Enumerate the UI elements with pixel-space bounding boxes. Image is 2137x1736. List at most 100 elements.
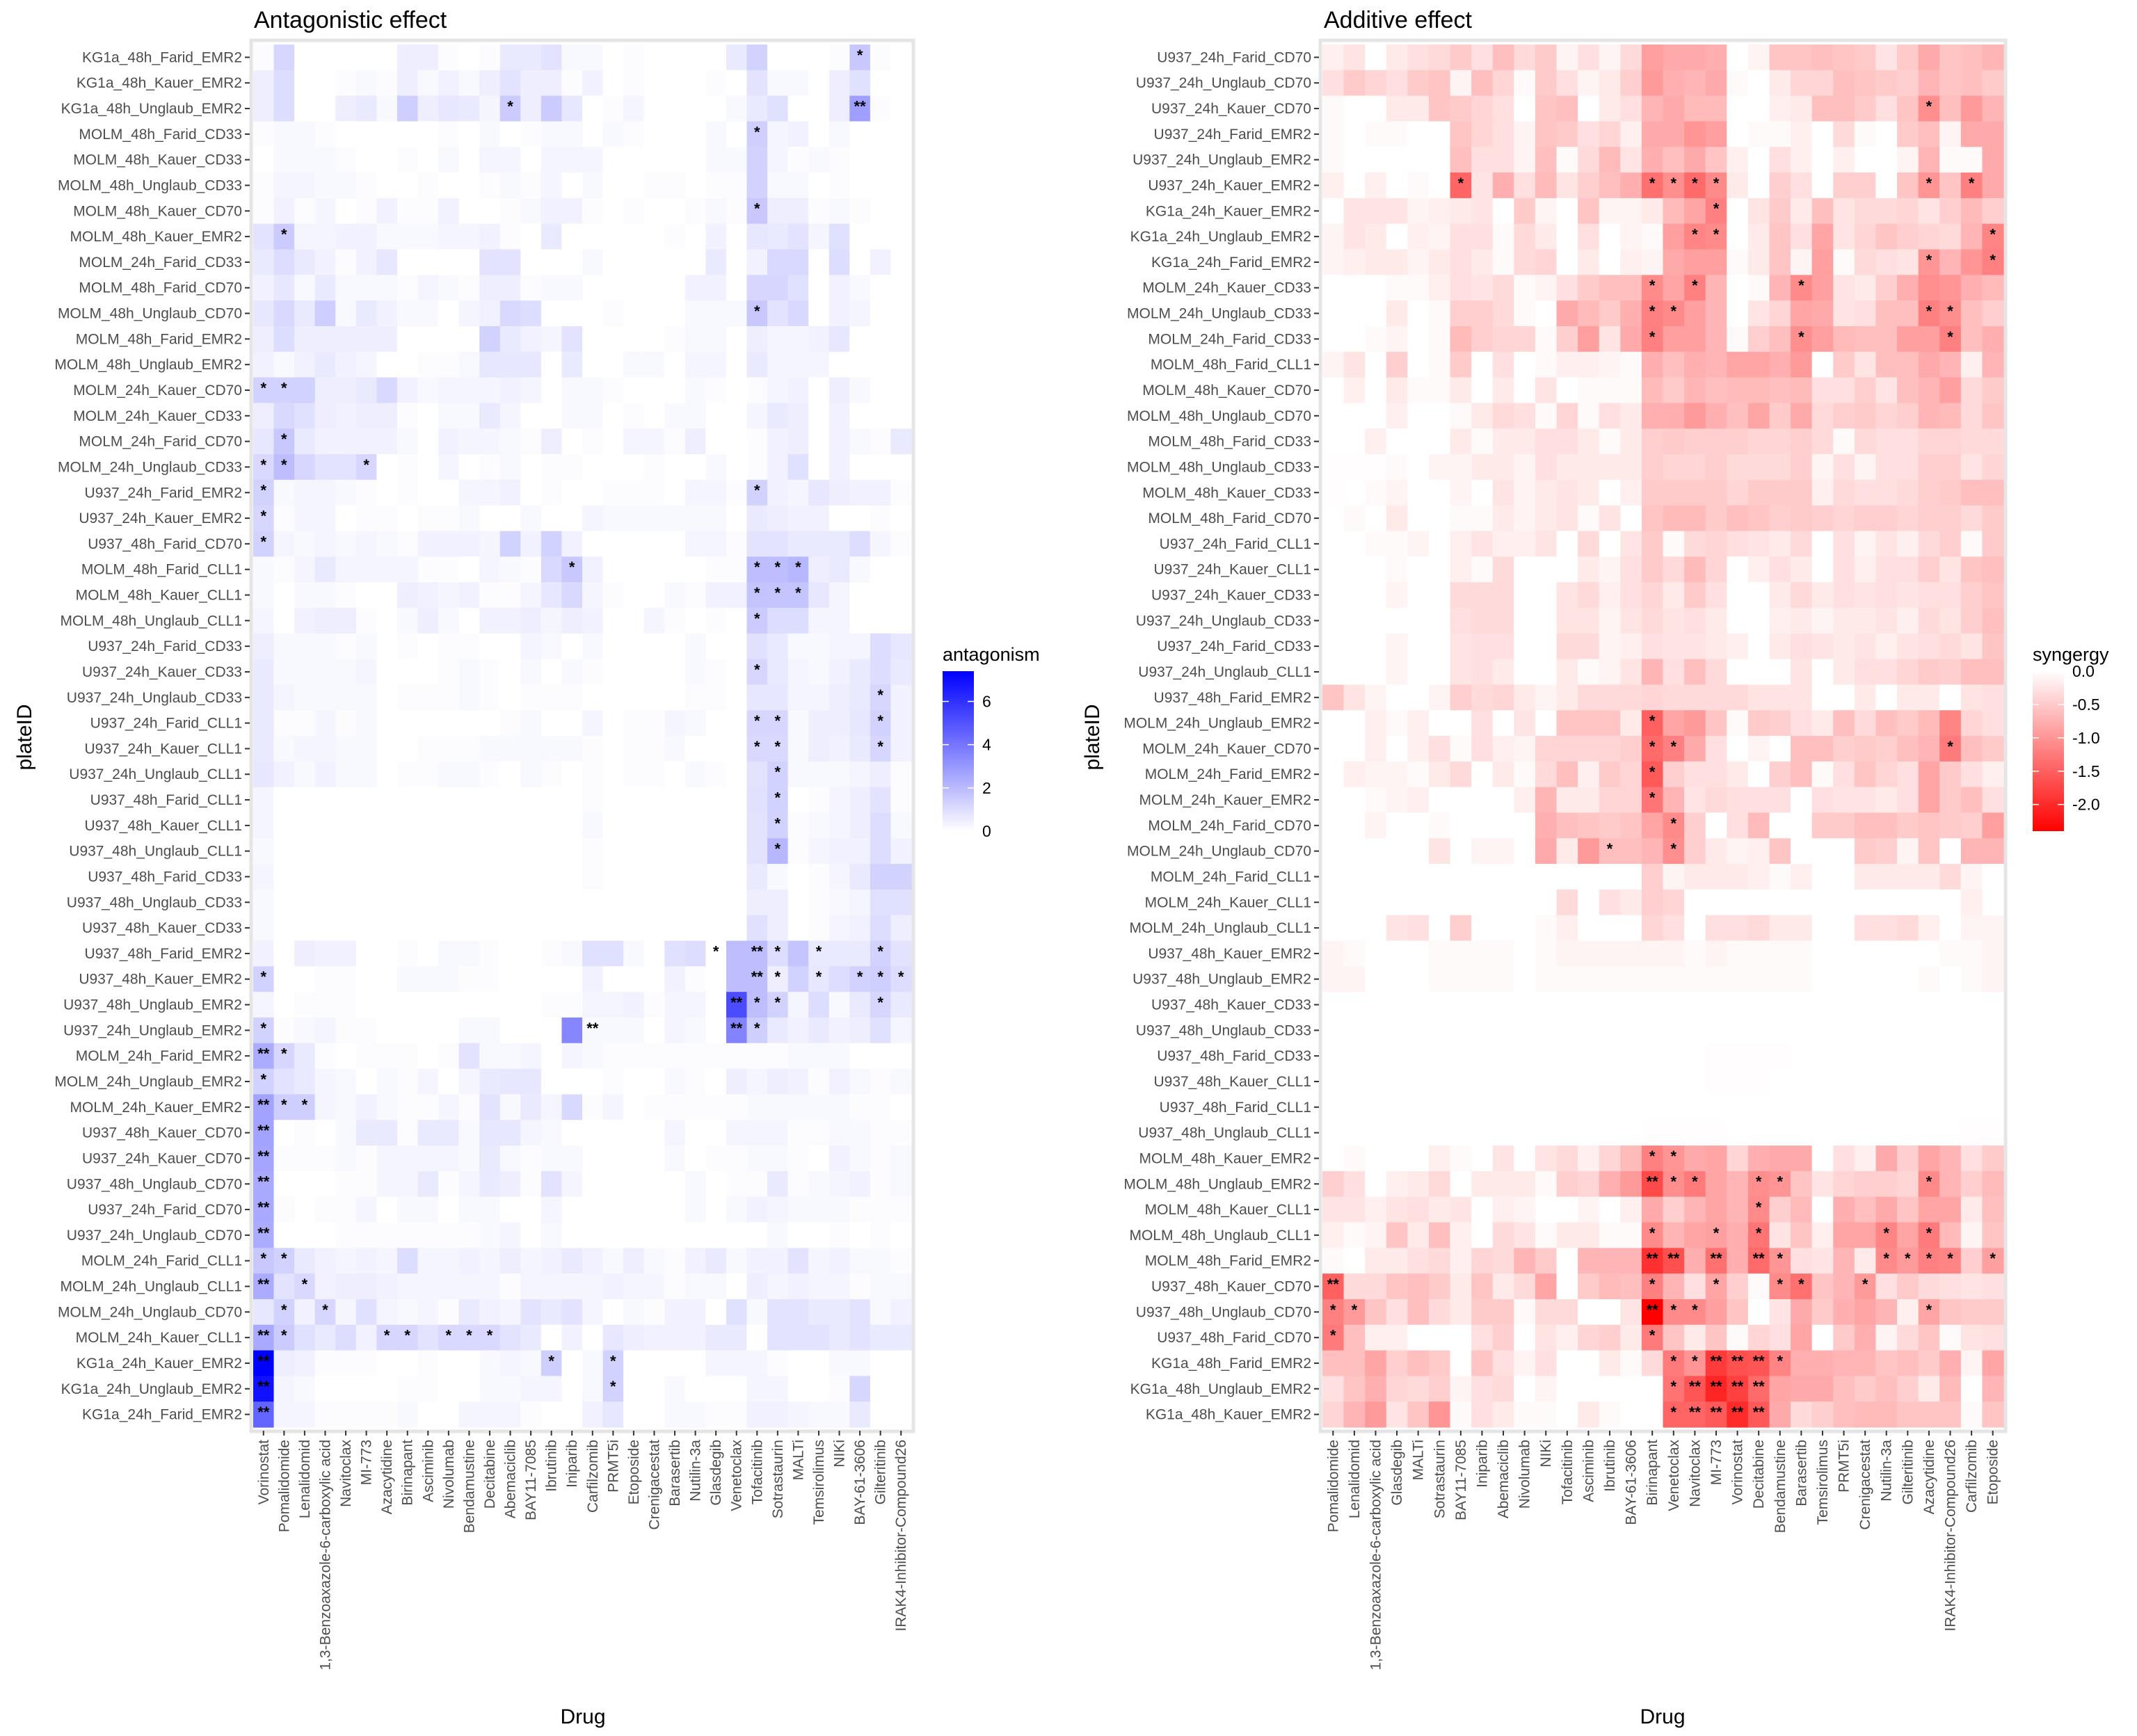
heatmap-cell [808, 736, 830, 762]
heatmap-cell [787, 889, 809, 916]
heatmap-cell [1556, 121, 1578, 147]
heatmap-cell [643, 1299, 665, 1326]
heatmap-cell [1918, 1248, 1940, 1274]
heatmap-cell [1875, 838, 1898, 865]
heatmap-cell [643, 147, 665, 173]
heatmap-cell [1450, 1120, 1472, 1146]
heatmap-cell [1471, 1273, 1494, 1300]
heatmap-cell [520, 659, 542, 685]
heatmap-cell [1684, 45, 1706, 71]
y-tick-label: MOLM_48h_Unglaub_EMR2 [54, 357, 242, 373]
heatmap-cell [438, 556, 460, 583]
heatmap-cell [1811, 940, 1834, 967]
heatmap-cell [582, 582, 604, 609]
heatmap-cell [1747, 966, 1770, 992]
heatmap-cell [1578, 787, 1600, 814]
significance-marker: * [1692, 226, 1698, 243]
heatmap-cell [438, 403, 460, 429]
heatmap-cell [1556, 940, 1578, 967]
significance-marker: * [775, 764, 781, 781]
heatmap-cell [1854, 1273, 1877, 1300]
heatmap-cell [1897, 1094, 1919, 1120]
heatmap-cell [849, 1068, 871, 1095]
heatmap-cell [1875, 1273, 1898, 1300]
heatmap-cell [705, 940, 727, 967]
heatmap-cell [499, 479, 521, 506]
heatmap-cell [1918, 121, 1940, 147]
heatmap-cell [335, 812, 357, 839]
heatmap-cell [1897, 1350, 1919, 1376]
heatmap-cell [253, 1043, 275, 1070]
heatmap-cell [397, 710, 419, 737]
heatmap-cell [1727, 1043, 1749, 1070]
significance-marker: * [1649, 764, 1656, 781]
heatmap-cell [1939, 1120, 1962, 1146]
heatmap-cell [1897, 1324, 1919, 1351]
heatmap-cell [479, 1401, 501, 1428]
heatmap-cell [1535, 684, 1558, 711]
heatmap-cell [1535, 172, 1558, 199]
heatmap-cell [643, 172, 665, 199]
y-tick-label: MOLM_24h_Farid_CLL1 [1151, 869, 1311, 885]
heatmap-cell [520, 940, 542, 967]
heatmap-cell [376, 710, 398, 737]
heatmap-cell [1769, 326, 1791, 353]
heatmap-cell [397, 1171, 419, 1198]
heatmap-cell [705, 70, 727, 97]
heatmap-cell [870, 582, 892, 609]
significance-marker: * [404, 1327, 410, 1344]
y-tick-label: MOLM_48h_Kauer_CD70 [1142, 383, 1311, 399]
heatmap-cell [1620, 838, 1642, 865]
heatmap-cell [1535, 1043, 1558, 1070]
heatmap-cell [767, 787, 789, 814]
heatmap-cell [1343, 1120, 1366, 1146]
heatmap-cell [335, 70, 357, 97]
heatmap-cell [623, 684, 645, 711]
heatmap-cell [1450, 351, 1472, 378]
heatmap-cell [705, 1299, 727, 1326]
heatmap-cell [1407, 915, 1430, 942]
y-tick-label: U937_48h_Kauer_CD70 [1151, 1279, 1311, 1295]
heatmap-cell [1514, 198, 1536, 225]
x-tick-label: Glasdegib [1389, 1440, 1405, 1506]
heatmap-cell [499, 761, 521, 788]
heatmap-cell [1791, 377, 1813, 403]
heatmap-cell [458, 1068, 480, 1095]
heatmap-cell [1705, 403, 1727, 429]
heatmap-cell [1535, 1094, 1558, 1120]
heatmap-cell [1471, 659, 1494, 685]
heatmap-cell [1514, 864, 1536, 890]
heatmap-cell [1727, 710, 1749, 737]
heatmap-cell [355, 1146, 377, 1172]
heatmap-cell [397, 121, 419, 147]
heatmap-cell [1343, 966, 1366, 992]
heatmap-cell [870, 607, 892, 634]
heatmap-cell [1982, 505, 2004, 532]
heatmap-cell [417, 1196, 439, 1223]
heatmap-cell [355, 582, 377, 609]
heatmap-cell [746, 1094, 768, 1120]
heatmap-cell [541, 812, 563, 839]
y-tick-label: U937_24h_Unglaub_EMR2 [1132, 152, 1311, 168]
heatmap-cell [1428, 377, 1451, 403]
heatmap-cell [643, 761, 665, 788]
significance-marker: * [1756, 1199, 1762, 1216]
heatmap-cell [1875, 915, 1898, 942]
heatmap-cell [397, 966, 419, 992]
heatmap-cell [1727, 1324, 1749, 1351]
heatmap-cell [1620, 1043, 1642, 1070]
heatmap-cell [1365, 889, 1387, 916]
heatmap-cell [705, 1043, 727, 1070]
heatmap-cell [1705, 1248, 1727, 1274]
heatmap-cell [1854, 1376, 1877, 1402]
heatmap-cell [1663, 1043, 1685, 1070]
heatmap-cell [1514, 915, 1536, 942]
heatmap-cell [726, 966, 748, 992]
heatmap-cell [1684, 531, 1706, 557]
heatmap-cell [1407, 351, 1430, 378]
heatmap-cell [829, 1376, 850, 1402]
heatmap-cell [1960, 1350, 1983, 1376]
heatmap-cell [417, 1017, 439, 1044]
heatmap-cell [1450, 940, 1472, 967]
heatmap-cell [1365, 1068, 1387, 1095]
